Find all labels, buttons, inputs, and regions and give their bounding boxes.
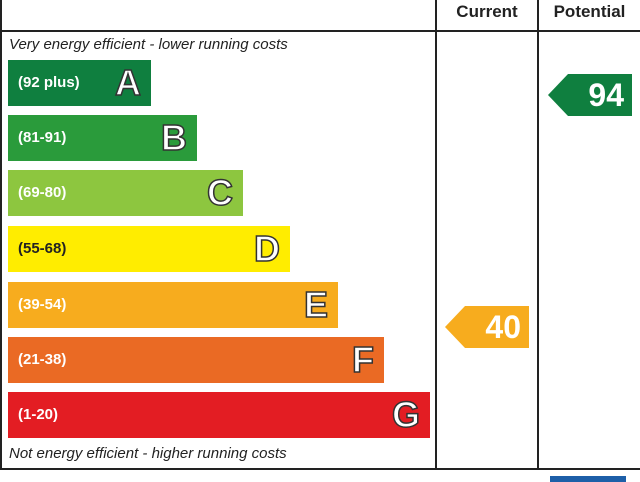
header-current: Current (456, 2, 518, 21)
band-c: (69-80) C (8, 170, 243, 216)
blue-bar (550, 476, 626, 482)
current-rating-arrow: 40 (445, 306, 529, 348)
band-letter: G (391, 393, 421, 436)
band-f: (21-38) F (8, 337, 384, 383)
bottom-note: Not energy efficient - higher running co… (9, 445, 287, 462)
band-range: (92 plus) (18, 74, 80, 91)
band-range: (39-54) (18, 296, 67, 313)
band-a: (92 plus) A (8, 60, 151, 106)
band-letter: F (351, 338, 375, 381)
band-range: (69-80) (18, 184, 67, 201)
bottom-border (0, 468, 640, 470)
potential-rating-arrow: 94 (548, 74, 632, 116)
band-e: (39-54) E (8, 282, 338, 328)
header-divider (0, 30, 640, 32)
band-range: (21-38) (18, 351, 67, 368)
top-note: Very energy efficient - lower running co… (9, 36, 288, 53)
band-letter: D (253, 227, 281, 270)
left-border (0, 0, 2, 470)
band-range: (1-20) (18, 406, 59, 423)
band-b: (81-91) B (8, 115, 197, 161)
band-d: (55-68) D (8, 226, 290, 272)
divider-potential (537, 0, 539, 470)
band-g: (1-20) G (8, 392, 430, 438)
band-range: (81-91) (18, 129, 67, 146)
band-letter: C (206, 171, 234, 214)
band-letter: A (114, 61, 142, 104)
band-range: (55-68) (18, 240, 67, 257)
current-rating-value: 40 (485, 309, 521, 345)
divider-current (435, 0, 437, 470)
header-potential: Potential (553, 2, 626, 21)
band-letter: B (160, 116, 188, 159)
band-letter: E (303, 283, 329, 326)
potential-rating-value: 94 (588, 77, 624, 113)
